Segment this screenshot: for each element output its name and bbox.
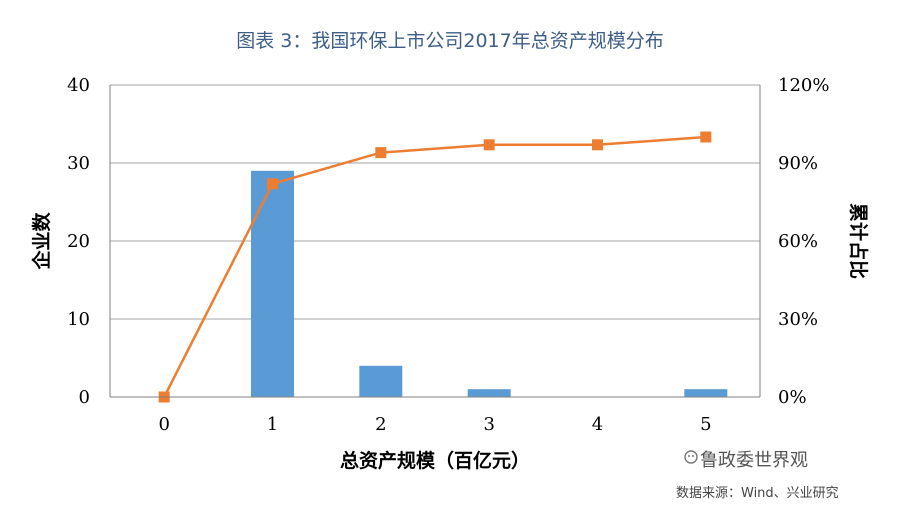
- y2-tick-label: 60%: [778, 231, 818, 252]
- bar-series: [251, 170, 728, 397]
- axes: [109, 85, 761, 398]
- watermark: 鲁政委世界观: [700, 450, 808, 471]
- y2-tick-label: 0%: [778, 387, 807, 408]
- cumulative-line: [163, 135, 706, 398]
- y-tick-label: 0: [79, 387, 90, 408]
- bar: [251, 170, 294, 397]
- tick-labels: 0 10 20 30 40 0% 30% 60% 90% 120% 0 1 2 3 4 5 总资产规模（百亿元）…: [30, 75, 870, 472]
- chat-icon: [684, 450, 698, 464]
- y-tick-label: 40: [67, 75, 90, 96]
- y-tick-label: 30: [67, 153, 90, 174]
- chart-title: 图表 3：我国环保上市公司2017年总资产规模分布: [236, 30, 664, 52]
- bar: [359, 365, 403, 397]
- gridlines: [110, 84, 760, 398]
- y2-tick-label: 30%: [778, 309, 818, 330]
- x-tick-label: 5: [700, 414, 711, 435]
- line-point: [700, 131, 712, 143]
- y-tick-label: 20: [67, 231, 90, 252]
- x-tick-label: 4: [592, 414, 603, 435]
- x-tick-label: 1: [267, 414, 278, 435]
- x-tick-label: 0: [158, 414, 169, 435]
- x-tick-label: 3: [483, 414, 494, 435]
- y2-axis-label: 累计占比: [847, 203, 870, 279]
- line-point: [267, 178, 278, 190]
- line-point: [375, 147, 387, 159]
- y2-tick-label: 90%: [778, 153, 818, 174]
- line-point: [592, 139, 603, 151]
- line-point: [483, 139, 495, 151]
- x-axis-label: 总资产规模（百亿元）: [340, 449, 530, 472]
- source-note: 数据来源：Wind、兴业研究: [676, 486, 839, 501]
- y2-tick-label: 120%: [778, 75, 829, 96]
- y-tick-label: 10: [67, 309, 90, 330]
- bar: [684, 389, 728, 397]
- line-series: [158, 131, 712, 403]
- y-axis-label: 企业数: [30, 212, 53, 271]
- bar: [467, 389, 511, 397]
- x-tick-label: 2: [375, 414, 386, 435]
